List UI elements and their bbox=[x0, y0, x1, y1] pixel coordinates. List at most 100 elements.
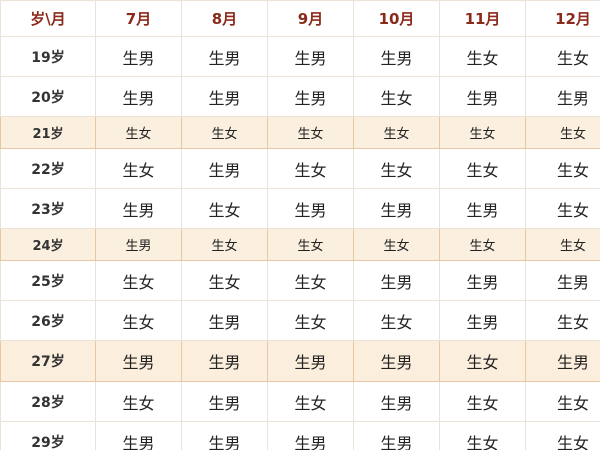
header-cell: 岁\月 bbox=[0, 0, 96, 37]
result-cell: 生女 bbox=[267, 260, 354, 301]
age-cell: 27岁 bbox=[0, 340, 96, 382]
result-cell: 生男 bbox=[267, 340, 354, 382]
result-cell: 生男 bbox=[525, 260, 600, 301]
result-cell: 生女 bbox=[525, 36, 600, 77]
result-cell: 生男 bbox=[353, 36, 440, 77]
result-cell: 生女 bbox=[525, 421, 600, 450]
result-cell: 生男 bbox=[439, 260, 526, 301]
result-cell: 生女 bbox=[525, 116, 600, 149]
result-cell: 生女 bbox=[525, 188, 600, 229]
result-cell: 生女 bbox=[439, 421, 526, 450]
result-cell: 生女 bbox=[95, 381, 182, 422]
table-body: 19岁 生男 生男 生男 生男 生女 生女 20岁 生男 生男 生男 生女 生男 生男 21岁 生女 生女 生女生… bbox=[0, 36, 600, 450]
result-cell: 生男 bbox=[525, 76, 600, 117]
result-cell: 生男 bbox=[267, 36, 354, 77]
header-cell: 10月 bbox=[353, 0, 440, 37]
age-cell: 26岁 bbox=[0, 300, 96, 341]
result-cell: 生男 bbox=[267, 76, 354, 117]
result-cell: 生女 bbox=[267, 148, 354, 189]
result-cell: 生女 bbox=[267, 116, 354, 149]
result-cell: 生女 bbox=[181, 188, 268, 229]
result-cell: 生男 bbox=[525, 340, 600, 382]
age-cell: 29岁 bbox=[0, 421, 96, 450]
result-cell: 生男 bbox=[95, 340, 182, 382]
age-cell: 23岁 bbox=[0, 188, 96, 229]
result-cell: 生女 bbox=[267, 228, 354, 261]
table-row: 28岁 生女 生男 生女 生男 生女 生女 bbox=[0, 381, 600, 422]
result-cell: 生男 bbox=[181, 340, 268, 382]
result-cell: 生女 bbox=[353, 228, 440, 261]
result-cell: 生男 bbox=[95, 228, 182, 261]
header-row: 岁\月 7月 8月 9月 10月 11月 12月 bbox=[0, 0, 600, 37]
result-cell: 生女 bbox=[525, 381, 600, 422]
result-cell: 生女 bbox=[439, 36, 526, 77]
result-cell: 生女 bbox=[525, 148, 600, 189]
table-row: 27岁 生男 生男 生男 生男 生女 生男 bbox=[0, 340, 600, 382]
result-cell: 生男 bbox=[181, 148, 268, 189]
result-cell: 生女 bbox=[95, 148, 182, 189]
result-cell: 生女 bbox=[439, 116, 526, 149]
result-cell: 生女 bbox=[267, 300, 354, 341]
result-cell: 生女 bbox=[525, 228, 600, 261]
result-cell: 生男 bbox=[267, 188, 354, 229]
header-cell: 12月 bbox=[525, 0, 600, 37]
result-cell: 生女 bbox=[267, 381, 354, 422]
result-cell: 生男 bbox=[181, 300, 268, 341]
result-cell: 生女 bbox=[439, 228, 526, 261]
result-cell: 生男 bbox=[95, 421, 182, 450]
result-cell: 生男 bbox=[439, 300, 526, 341]
header-cell: 11月 bbox=[439, 0, 526, 37]
table-row: 25岁 生女 生女 生女 生男 生男 生男 bbox=[0, 260, 600, 301]
table-row: 26岁 生女 生男 生女 生女 生男 生女 bbox=[0, 300, 600, 341]
age-cell: 20岁 bbox=[0, 76, 96, 117]
table-row: 29岁 生男 生男 生男 生男 生女 生女 bbox=[0, 421, 600, 450]
result-cell: 生男 bbox=[353, 381, 440, 422]
result-cell: 生女 bbox=[181, 228, 268, 261]
age-cell: 28岁 bbox=[0, 381, 96, 422]
result-cell: 生女 bbox=[95, 116, 182, 149]
result-cell: 生男 bbox=[439, 76, 526, 117]
result-cell: 生男 bbox=[181, 421, 268, 450]
header-cell: 7月 bbox=[95, 0, 182, 37]
result-cell: 生男 bbox=[353, 421, 440, 450]
result-cell: 生女 bbox=[181, 116, 268, 149]
result-cell: 生女 bbox=[439, 340, 526, 382]
age-cell: 22岁 bbox=[0, 148, 96, 189]
result-cell: 生女 bbox=[439, 381, 526, 422]
result-cell: 生男 bbox=[95, 76, 182, 117]
result-cell: 生男 bbox=[439, 188, 526, 229]
header-cell: 8月 bbox=[181, 0, 268, 37]
result-cell: 生女 bbox=[353, 300, 440, 341]
table-row: 24岁 生男 生女 生女 生女 生女 生女 bbox=[0, 228, 600, 261]
result-cell: 生女 bbox=[95, 260, 182, 301]
result-cell: 生男 bbox=[95, 36, 182, 77]
table-row: 23岁 生男 生女 生男 生男 生男 生女 bbox=[0, 188, 600, 229]
table-row: 21岁 生女 生女 生女 生女 生女 生女 bbox=[0, 116, 600, 149]
result-cell: 生女 bbox=[353, 76, 440, 117]
result-cell: 生女 bbox=[95, 300, 182, 341]
header-cell: 9月 bbox=[267, 0, 354, 37]
result-cell: 生男 bbox=[353, 340, 440, 382]
result-cell: 生女 bbox=[181, 260, 268, 301]
age-cell: 25岁 bbox=[0, 260, 96, 301]
result-cell: 生男 bbox=[267, 421, 354, 450]
result-cell: 生男 bbox=[181, 76, 268, 117]
table-row: 22岁 生女 生男 生女 生女 生女 生女 bbox=[0, 148, 600, 189]
table-row: 20岁 生男 生男 生男 生女 生男 生男 bbox=[0, 76, 600, 117]
result-cell: 生男 bbox=[353, 260, 440, 301]
result-cell: 生男 bbox=[95, 188, 182, 229]
result-cell: 生男 bbox=[181, 36, 268, 77]
result-cell: 生女 bbox=[439, 148, 526, 189]
result-cell: 生女 bbox=[353, 116, 440, 149]
age-cell: 19岁 bbox=[0, 36, 96, 77]
table-header: 岁\月 7月 8月 9月 10月 11月 12月 bbox=[0, 0, 600, 37]
result-cell: 生女 bbox=[525, 300, 600, 341]
age-cell: 21岁 bbox=[0, 116, 96, 149]
table-row: 19岁 生男 生男 生男 生男 生女 生女 bbox=[0, 36, 600, 77]
result-cell: 生女 bbox=[353, 148, 440, 189]
result-cell: 生男 bbox=[181, 381, 268, 422]
result-cell: 生男 bbox=[353, 188, 440, 229]
age-cell: 24岁 bbox=[0, 228, 96, 261]
